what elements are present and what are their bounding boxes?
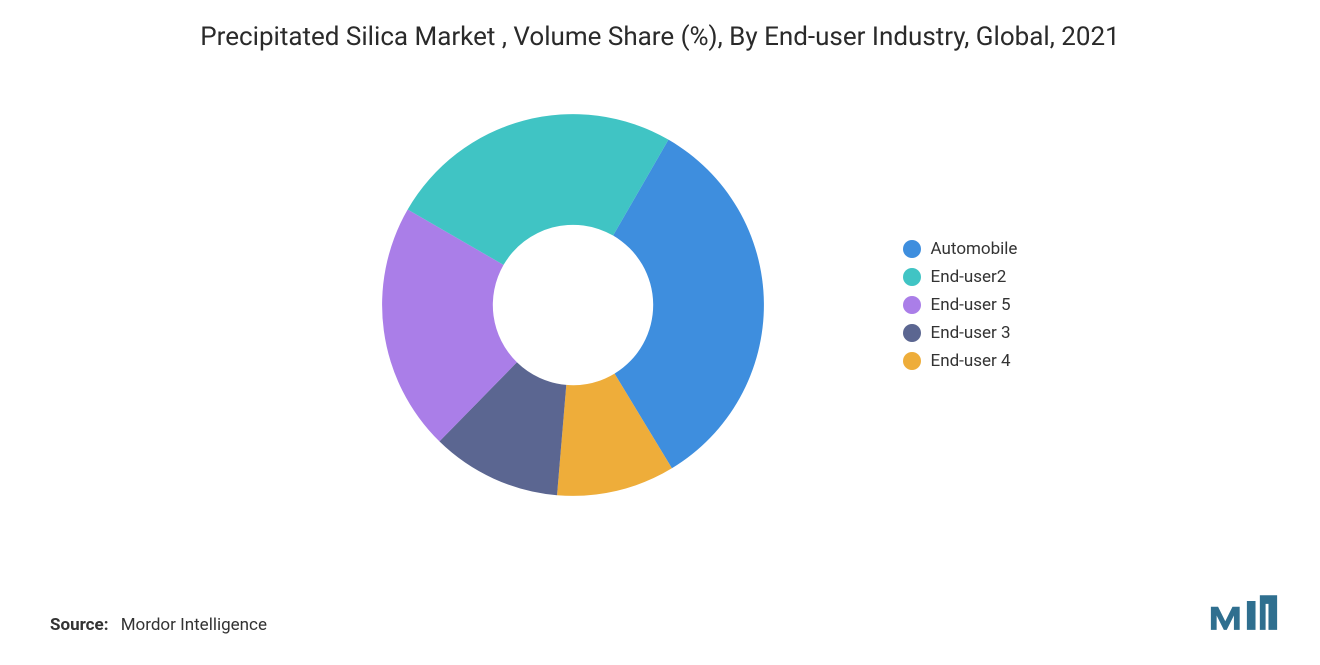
legend-label: Automobile bbox=[931, 239, 1018, 259]
legend-swatch bbox=[903, 268, 921, 286]
legend-label: End-user 4 bbox=[931, 351, 1011, 371]
legend-item: End-user 4 bbox=[903, 351, 1018, 371]
legend-label: End-user 5 bbox=[931, 295, 1011, 315]
legend-swatch bbox=[903, 324, 921, 342]
legend-item: End-user2 bbox=[903, 267, 1018, 287]
legend-swatch bbox=[903, 352, 921, 370]
chart-body: Automobile End-user2 End-user 5 End-user 3 E… bbox=[50, 65, 1270, 545]
legend: Automobile End-user2 End-user 5 End-user 3 E… bbox=[903, 239, 1018, 371]
donut-svg bbox=[363, 95, 783, 515]
legend-label: End-user 3 bbox=[931, 323, 1011, 343]
legend-item: End-user 3 bbox=[903, 323, 1018, 343]
source-line: Source: Mordor Intelligence bbox=[50, 615, 267, 635]
legend-swatch bbox=[903, 296, 921, 314]
legend-label: End-user2 bbox=[931, 267, 1007, 287]
source-label: Source: bbox=[50, 615, 108, 635]
donut-chart bbox=[363, 95, 783, 515]
chart-title: Precipitated Silica Market , Volume Shar… bbox=[110, 20, 1210, 55]
legend-swatch bbox=[903, 240, 921, 258]
chart-container: Precipitated Silica Market , Volume Shar… bbox=[0, 0, 1320, 665]
brand-logo bbox=[1208, 592, 1280, 640]
legend-item: Automobile bbox=[903, 239, 1018, 259]
legend-item: End-user 5 bbox=[903, 295, 1018, 315]
source-text: Mordor Intelligence bbox=[121, 615, 267, 635]
logo-icon bbox=[1208, 592, 1280, 636]
